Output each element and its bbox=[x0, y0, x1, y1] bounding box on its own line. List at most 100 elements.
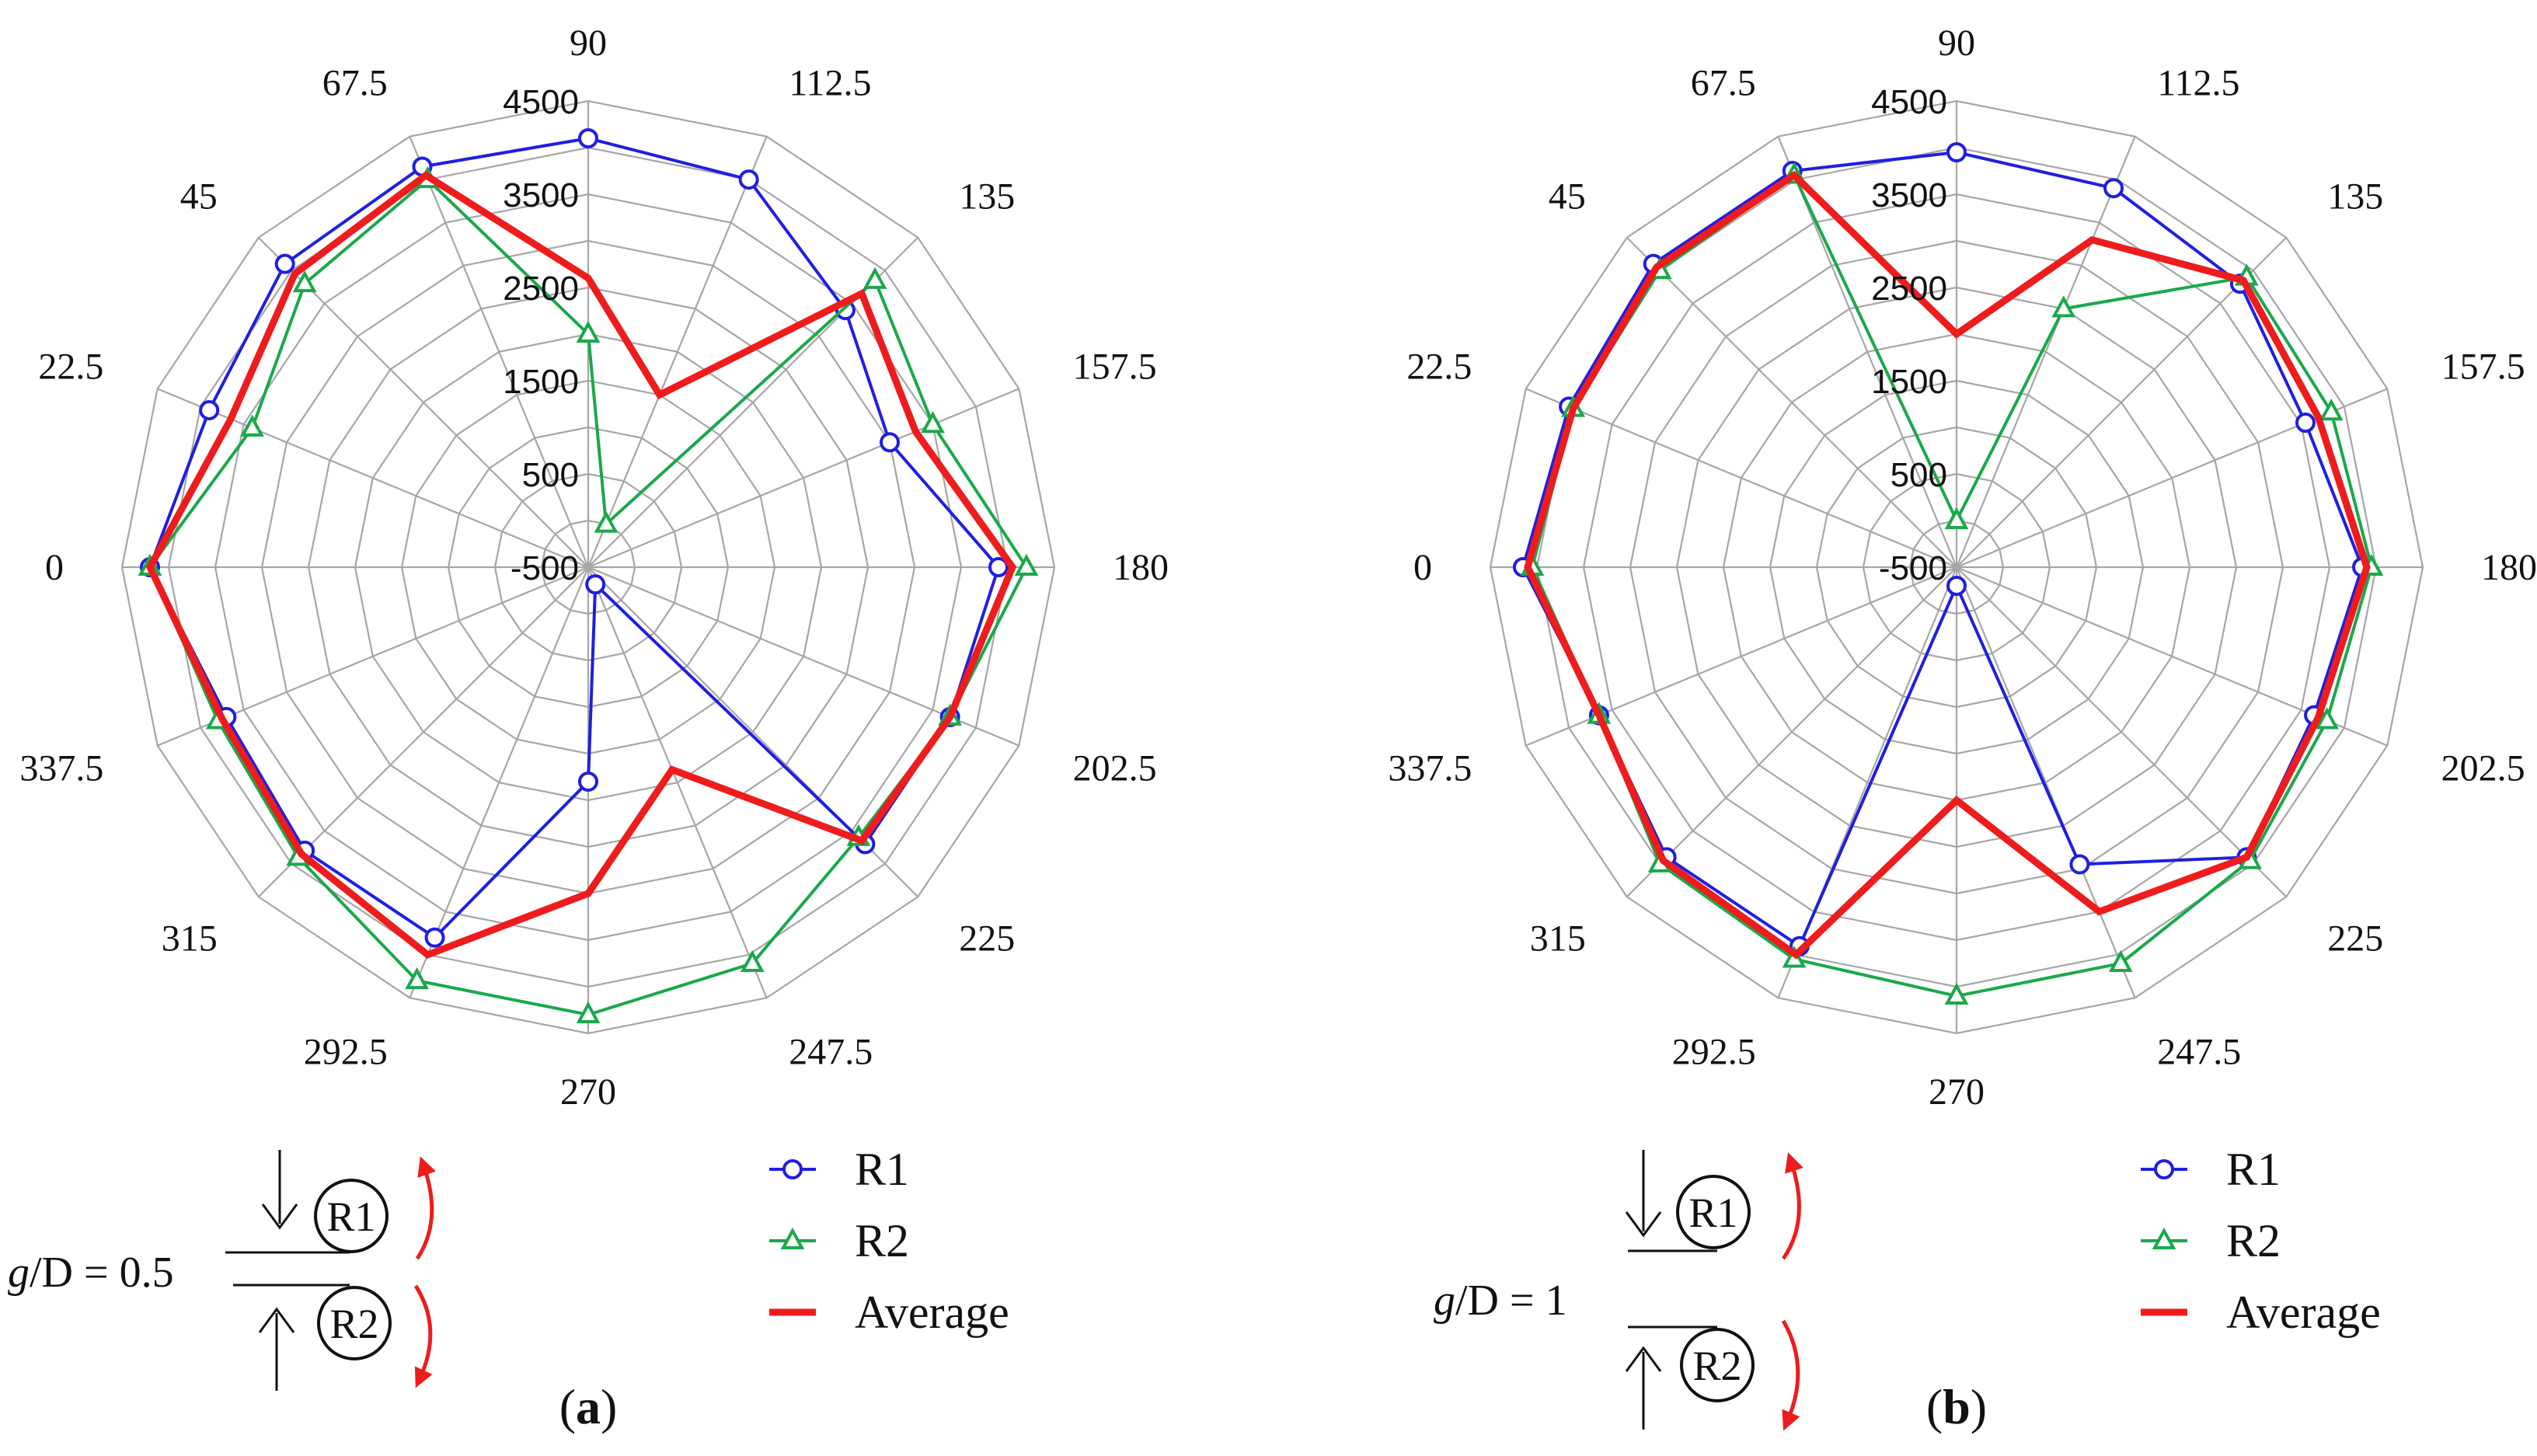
grid-spoke bbox=[1777, 136, 1958, 568]
grid-spoke bbox=[1955, 566, 2136, 998]
panel-letter-a: a bbox=[576, 1379, 601, 1434]
angle-label: 90 bbox=[570, 23, 607, 64]
legend-label-r1: R1 bbox=[2226, 1144, 2281, 1195]
grid-spoke bbox=[257, 236, 589, 568]
radial-tick-label: -500 bbox=[1879, 549, 1947, 587]
angle-label: 22.5 bbox=[1406, 347, 1472, 388]
roller-top-label: R1 bbox=[1688, 1190, 1737, 1236]
down-arrow-icon bbox=[1625, 1211, 1662, 1238]
grid-spoke bbox=[1956, 566, 2288, 898]
up-arrow-icon bbox=[1625, 1346, 1662, 1372]
gap-ratio-label-a: g/D = 0.5 bbox=[8, 1249, 174, 1297]
roller-top-circle bbox=[314, 1179, 389, 1253]
roller-bottom-circle bbox=[317, 1286, 392, 1360]
data-point-r2 bbox=[292, 270, 317, 293]
angle-label: 67.5 bbox=[1691, 62, 1756, 103]
data-point-r1 bbox=[1946, 142, 1967, 162]
data-point-r2 bbox=[576, 1001, 601, 1023]
data-point-r2 bbox=[405, 967, 429, 990]
data-point-r2 bbox=[576, 320, 601, 343]
ratio-value: = 1 bbox=[1499, 1277, 1567, 1325]
data-point-r1 bbox=[2103, 178, 2124, 199]
rotation-arrow-bottom-icon bbox=[413, 1284, 433, 1388]
grid-spoke bbox=[1525, 388, 1957, 569]
data-point-r2 bbox=[740, 949, 765, 972]
down-arrow-icon bbox=[261, 1203, 298, 1230]
ratio-symbol-d: /D bbox=[1455, 1277, 1499, 1325]
angle-label: 225 bbox=[959, 918, 1015, 959]
data-point-r2 bbox=[2315, 707, 2340, 730]
legend-label-average: Average bbox=[2226, 1287, 2381, 1338]
rotation-arrow-top-icon bbox=[1781, 1152, 1803, 1260]
data-point-r2 bbox=[1014, 553, 1039, 576]
legend-marker-circle bbox=[782, 1159, 803, 1179]
radial-tick-label: 3500 bbox=[1871, 176, 1947, 214]
ratio-symbol-g: g bbox=[8, 1249, 30, 1297]
data-point-r1 bbox=[578, 772, 598, 792]
angle-label: 0 bbox=[1413, 547, 1432, 588]
angle-label: 180 bbox=[2481, 547, 2537, 588]
data-point-r1 bbox=[2069, 854, 2090, 875]
data-point-r2 bbox=[1944, 507, 1969, 529]
angle-label: 0 bbox=[45, 547, 64, 588]
data-point-r1 bbox=[274, 253, 295, 274]
angle-label: 270 bbox=[1929, 1071, 1985, 1113]
angle-label: 90 bbox=[1938, 23, 1975, 64]
angle-label: 247.5 bbox=[2157, 1032, 2241, 1073]
angle-label: 247.5 bbox=[789, 1032, 873, 1073]
roller-bottom-label: R2 bbox=[329, 1301, 378, 1347]
angle-label: 112.5 bbox=[789, 62, 871, 103]
ratio-symbol-g: g bbox=[1434, 1277, 1455, 1325]
grid-spoke bbox=[1626, 566, 1957, 898]
up-arrow-icon bbox=[258, 1307, 295, 1333]
radial-tick-label: 1500 bbox=[503, 363, 579, 401]
angle-label: 337.5 bbox=[19, 747, 103, 789]
angle-label: 292.5 bbox=[1672, 1032, 1756, 1073]
data-point-r2 bbox=[863, 266, 887, 289]
data-point-r1 bbox=[424, 927, 445, 948]
legend-marker-triangle bbox=[780, 1227, 805, 1249]
angle-label: 157.5 bbox=[1073, 347, 1157, 388]
legend-label-average: Average bbox=[855, 1287, 1009, 1338]
rotation-arrow-top-icon bbox=[415, 1156, 436, 1260]
angle-label: 135 bbox=[2327, 176, 2383, 218]
legend-label-r1: R1 bbox=[855, 1144, 909, 1195]
radial-tick-label: 2500 bbox=[1871, 270, 1947, 308]
radial-tick-label: 500 bbox=[1891, 456, 1947, 494]
radial-tick-label: 1500 bbox=[1871, 363, 1947, 401]
angle-label: 202.5 bbox=[2441, 747, 2525, 789]
roller-top-label: R1 bbox=[326, 1193, 375, 1240]
angle-label: 292.5 bbox=[304, 1032, 388, 1073]
grid-spoke bbox=[257, 566, 589, 898]
angle-label: 45 bbox=[180, 176, 218, 218]
data-point-r1 bbox=[738, 169, 759, 190]
ratio-symbol-d: /D bbox=[30, 1249, 73, 1297]
radial-tick-label: 3500 bbox=[503, 176, 579, 214]
data-point-r1 bbox=[578, 128, 598, 148]
angle-label: 22.5 bbox=[38, 347, 103, 388]
panel-label-b: (b) bbox=[1926, 1379, 1987, 1434]
legend-a: R1 R2 Average bbox=[769, 1144, 1009, 1338]
radial-tick-label: -500 bbox=[511, 549, 579, 587]
angle-label: 112.5 bbox=[2157, 62, 2239, 103]
angle-label: 315 bbox=[1530, 918, 1586, 959]
data-point-r2 bbox=[240, 414, 264, 437]
grid-spoke bbox=[587, 136, 768, 568]
radial-tick-label: 500 bbox=[522, 456, 579, 494]
angle-label: 337.5 bbox=[1388, 747, 1472, 789]
radar-series-b bbox=[1513, 142, 2384, 1005]
roller-bottom-label: R2 bbox=[1692, 1343, 1741, 1389]
gap-ratio-label-b: g/D = 1 bbox=[1434, 1277, 1567, 1325]
legend-label-r2: R2 bbox=[2226, 1215, 2281, 1266]
data-point-r2 bbox=[2051, 295, 2076, 318]
grid-spoke bbox=[1955, 136, 2136, 568]
legend-marker-circle bbox=[2154, 1159, 2174, 1179]
series-line-average bbox=[1524, 170, 2371, 960]
radar-chart-a: -500 500 1500 2500 3500 4500 0 22.5 45 67.5 90 112.… bbox=[19, 23, 1169, 1113]
radar-grid-a bbox=[120, 99, 1056, 1035]
grid-spoke bbox=[409, 566, 590, 998]
radar-labels-b: -500 500 1500 2500 3500 4500 0 22.5 45 67.5 90 112.… bbox=[1388, 23, 2537, 1113]
radial-tick-label: 2500 bbox=[503, 270, 579, 308]
angle-label: 270 bbox=[560, 1071, 616, 1113]
